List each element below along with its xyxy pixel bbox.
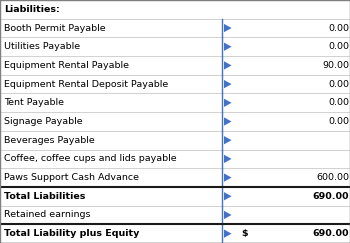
Text: 0.00: 0.00 bbox=[328, 42, 349, 51]
Text: 690.00: 690.00 bbox=[313, 192, 349, 201]
Text: 0.00: 0.00 bbox=[328, 117, 349, 126]
Text: Signage Payable: Signage Payable bbox=[4, 117, 83, 126]
Text: Liabilities:: Liabilities: bbox=[4, 5, 60, 14]
Text: 0.00: 0.00 bbox=[328, 98, 349, 107]
Bar bbox=[0, 168, 350, 187]
Text: Utilities Payable: Utilities Payable bbox=[4, 42, 80, 51]
Bar bbox=[0, 224, 350, 243]
Text: Booth Permit Payable: Booth Permit Payable bbox=[4, 24, 106, 33]
Bar bbox=[0, 56, 350, 75]
Text: 90.00: 90.00 bbox=[322, 61, 349, 70]
Text: 690.00: 690.00 bbox=[313, 229, 349, 238]
Polygon shape bbox=[224, 61, 232, 69]
Bar bbox=[0, 37, 350, 56]
Text: Retained earnings: Retained earnings bbox=[4, 210, 91, 219]
Bar bbox=[0, 94, 350, 112]
Text: Total Liabilities: Total Liabilities bbox=[4, 192, 85, 201]
Text: Paws Support Cash Advance: Paws Support Cash Advance bbox=[4, 173, 139, 182]
Text: Total Liability plus Equity: Total Liability plus Equity bbox=[4, 229, 140, 238]
Polygon shape bbox=[224, 211, 232, 219]
Text: 600.00: 600.00 bbox=[316, 173, 349, 182]
Bar bbox=[0, 131, 350, 149]
Polygon shape bbox=[224, 174, 232, 182]
Bar bbox=[0, 75, 350, 94]
Text: Equipment Rental Deposit Payable: Equipment Rental Deposit Payable bbox=[4, 80, 168, 89]
Text: Tent Payable: Tent Payable bbox=[4, 98, 64, 107]
Text: 0.00: 0.00 bbox=[328, 24, 349, 33]
Bar bbox=[0, 112, 350, 131]
Text: 0.00: 0.00 bbox=[328, 80, 349, 89]
Text: Coffee, coffee cups and lids payable: Coffee, coffee cups and lids payable bbox=[4, 154, 177, 163]
Bar bbox=[0, 206, 350, 224]
Text: $: $ bbox=[241, 229, 248, 238]
Polygon shape bbox=[224, 80, 232, 88]
Polygon shape bbox=[224, 24, 232, 32]
Polygon shape bbox=[224, 99, 232, 107]
Polygon shape bbox=[224, 155, 232, 163]
Bar bbox=[0, 149, 350, 168]
Polygon shape bbox=[224, 43, 232, 51]
Bar bbox=[0, 187, 350, 206]
Bar bbox=[0, 0, 350, 19]
Bar bbox=[0, 19, 350, 37]
Polygon shape bbox=[224, 117, 232, 126]
Polygon shape bbox=[224, 229, 232, 238]
Text: Equipment Rental Payable: Equipment Rental Payable bbox=[4, 61, 129, 70]
Text: Beverages Payable: Beverages Payable bbox=[4, 136, 95, 145]
Polygon shape bbox=[224, 136, 232, 144]
Polygon shape bbox=[224, 192, 232, 200]
